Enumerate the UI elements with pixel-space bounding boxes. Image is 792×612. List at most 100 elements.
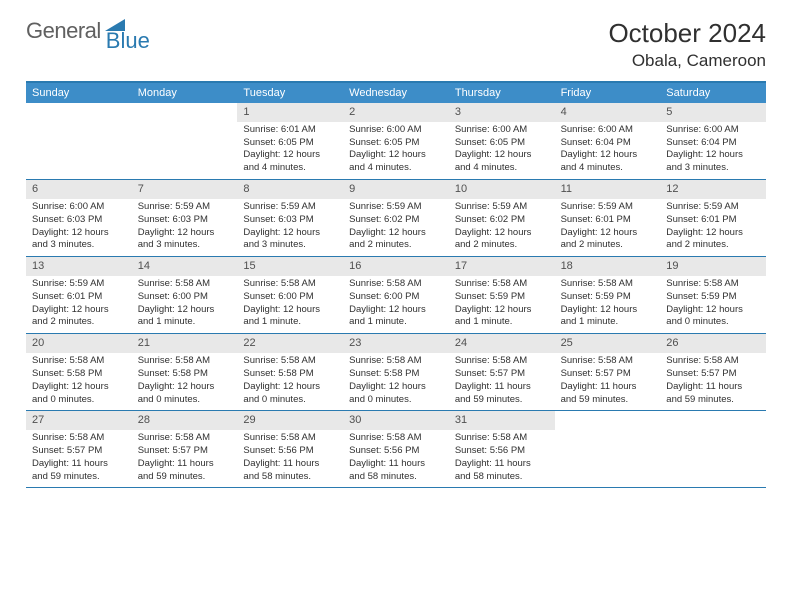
daylight-line: Daylight: 12 hours and 3 minutes. xyxy=(32,227,126,253)
day-content: Sunrise: 5:59 AMSunset: 6:01 PMDaylight:… xyxy=(555,199,661,256)
sunrise-line: Sunrise: 5:59 AM xyxy=(561,201,655,214)
sunrise-line: Sunrise: 5:58 AM xyxy=(243,432,337,445)
week-row: 27Sunrise: 5:58 AMSunset: 5:57 PMDayligh… xyxy=(26,411,766,488)
sunset-line: Sunset: 5:58 PM xyxy=(138,368,232,381)
day-header-cell: Saturday xyxy=(660,83,766,103)
day-number: 10 xyxy=(449,180,555,199)
daylight-line: Daylight: 12 hours and 2 minutes. xyxy=(32,304,126,330)
day-cell: 2Sunrise: 6:00 AMSunset: 6:05 PMDaylight… xyxy=(343,103,449,179)
sunrise-line: Sunrise: 6:00 AM xyxy=(455,124,549,137)
sunset-line: Sunset: 6:00 PM xyxy=(349,291,443,304)
day-content: Sunrise: 5:59 AMSunset: 6:01 PMDaylight:… xyxy=(26,276,132,333)
daylight-line: Daylight: 12 hours and 2 minutes. xyxy=(666,227,760,253)
day-cell: . xyxy=(132,103,238,179)
day-content: Sunrise: 5:59 AMSunset: 6:01 PMDaylight:… xyxy=(660,199,766,256)
sunrise-line: Sunrise: 5:58 AM xyxy=(349,278,443,291)
week-row: 6Sunrise: 6:00 AMSunset: 6:03 PMDaylight… xyxy=(26,180,766,257)
day-content: Sunrise: 5:58 AMSunset: 5:58 PMDaylight:… xyxy=(237,353,343,410)
day-number: 8 xyxy=(237,180,343,199)
sunrise-line: Sunrise: 5:59 AM xyxy=(243,201,337,214)
sunset-line: Sunset: 6:02 PM xyxy=(455,214,549,227)
daylight-line: Daylight: 11 hours and 59 minutes. xyxy=(666,381,760,407)
daylight-line: Daylight: 12 hours and 2 minutes. xyxy=(455,227,549,253)
daylight-line: Daylight: 11 hours and 59 minutes. xyxy=(32,458,126,484)
sunset-line: Sunset: 6:05 PM xyxy=(349,137,443,150)
sunset-line: Sunset: 6:05 PM xyxy=(455,137,549,150)
day-cell: 10 Sunrise: 5:59 AMSunset: 6:02 PMDayligh… xyxy=(449,180,555,256)
day-number: 23 xyxy=(343,334,449,353)
day-cell: 15Sunrise: 5:58 AMSunset: 6:00 PMDayligh… xyxy=(237,257,343,333)
sunrise-line: Sunrise: 5:58 AM xyxy=(561,355,655,368)
day-number: 28 xyxy=(132,411,238,430)
day-content: Sunrise: 6:00 AMSunset: 6:05 PMDaylight:… xyxy=(343,122,449,179)
day-number: 30 xyxy=(343,411,449,430)
day-content: Sunrise: 6:00 AMSunset: 6:04 PMDaylight:… xyxy=(660,122,766,179)
day-cell: . xyxy=(26,103,132,179)
day-content: Sunrise: 5:58 AMSunset: 5:56 PMDaylight:… xyxy=(449,430,555,487)
daylight-line: Daylight: 12 hours and 4 minutes. xyxy=(455,149,549,175)
day-cell: 17Sunrise: 5:58 AMSunset: 5:59 PMDayligh… xyxy=(449,257,555,333)
daylight-line: Daylight: 12 hours and 4 minutes. xyxy=(561,149,655,175)
day-content: Sunrise: 5:58 AMSunset: 6:00 PMDaylight:… xyxy=(237,276,343,333)
sunset-line: Sunset: 5:57 PM xyxy=(561,368,655,381)
sunset-line: Sunset: 5:57 PM xyxy=(455,368,549,381)
sunset-line: Sunset: 5:56 PM xyxy=(243,445,337,458)
week-row: 13Sunrise: 5:59 AMSunset: 6:01 PMDayligh… xyxy=(26,257,766,334)
day-cell: 4Sunrise: 6:00 AMSunset: 6:04 PMDaylight… xyxy=(555,103,661,179)
sunrise-line: Sunrise: 5:59 AM xyxy=(455,201,549,214)
day-cell: 22Sunrise: 5:58 AMSunset: 5:58 PMDayligh… xyxy=(237,334,343,410)
day-content: Sunrise: 5:58 AMSunset: 5:57 PMDaylight:… xyxy=(449,353,555,410)
sunrise-line: Sunrise: 5:58 AM xyxy=(666,278,760,291)
day-content: Sunrise: 5:59 AMSunset: 6:03 PMDaylight:… xyxy=(237,199,343,256)
sunset-line: Sunset: 6:05 PM xyxy=(243,137,337,150)
sunset-line: Sunset: 6:01 PM xyxy=(32,291,126,304)
day-cell: . xyxy=(555,411,661,487)
sunset-line: Sunset: 5:59 PM xyxy=(455,291,549,304)
sunrise-line: Sunrise: 5:58 AM xyxy=(32,355,126,368)
daylight-line: Daylight: 11 hours and 59 minutes. xyxy=(455,381,549,407)
day-cell: 18Sunrise: 5:58 AMSunset: 5:59 PMDayligh… xyxy=(555,257,661,333)
day-content: Sunrise: 5:58 AMSunset: 5:58 PMDaylight:… xyxy=(26,353,132,410)
day-number: 22 xyxy=(237,334,343,353)
sunrise-line: Sunrise: 5:58 AM xyxy=(349,432,443,445)
day-cell: 30Sunrise: 5:58 AMSunset: 5:56 PMDayligh… xyxy=(343,411,449,487)
sunset-line: Sunset: 6:03 PM xyxy=(243,214,337,227)
day-number: 14 xyxy=(132,257,238,276)
sunrise-line: Sunrise: 5:58 AM xyxy=(138,355,232,368)
day-content: Sunrise: 5:58 AMSunset: 5:59 PMDaylight:… xyxy=(449,276,555,333)
logo-text-blue: Blue xyxy=(106,28,150,53)
day-number: 21 xyxy=(132,334,238,353)
day-number: 16 xyxy=(343,257,449,276)
daylight-line: Daylight: 12 hours and 0 minutes. xyxy=(243,381,337,407)
sunset-line: Sunset: 5:58 PM xyxy=(32,368,126,381)
day-content: Sunrise: 6:01 AMSunset: 6:05 PMDaylight:… xyxy=(237,122,343,179)
day-number: 3 xyxy=(449,103,555,122)
day-cell: 1Sunrise: 6:01 AMSunset: 6:05 PMDaylight… xyxy=(237,103,343,179)
sunrise-line: Sunrise: 6:00 AM xyxy=(349,124,443,137)
day-header-cell: Sunday xyxy=(26,83,132,103)
day-content: Sunrise: 5:58 AMSunset: 5:57 PMDaylight:… xyxy=(132,430,238,487)
day-number: 7 xyxy=(132,180,238,199)
sunrise-line: Sunrise: 5:58 AM xyxy=(455,278,549,291)
sunrise-line: Sunrise: 5:58 AM xyxy=(349,355,443,368)
sunset-line: Sunset: 5:58 PM xyxy=(243,368,337,381)
day-cell: 24Sunrise: 5:58 AMSunset: 5:57 PMDayligh… xyxy=(449,334,555,410)
daylight-line: Daylight: 11 hours and 58 minutes. xyxy=(455,458,549,484)
sunrise-line: Sunrise: 5:58 AM xyxy=(138,278,232,291)
sunrise-line: Sunrise: 6:00 AM xyxy=(561,124,655,137)
sunset-line: Sunset: 5:57 PM xyxy=(138,445,232,458)
day-number: 27 xyxy=(26,411,132,430)
sunset-line: Sunset: 5:56 PM xyxy=(455,445,549,458)
sunset-line: Sunset: 6:00 PM xyxy=(243,291,337,304)
day-number: 29 xyxy=(237,411,343,430)
day-cell: 12Sunrise: 5:59 AMSunset: 6:01 PMDayligh… xyxy=(660,180,766,256)
calendar: SundayMondayTuesdayWednesdayThursdayFrid… xyxy=(26,81,766,488)
day-cell: 20Sunrise: 5:58 AMSunset: 5:58 PMDayligh… xyxy=(26,334,132,410)
day-number: 20 xyxy=(26,334,132,353)
sunrise-line: Sunrise: 5:58 AM xyxy=(138,432,232,445)
day-cell: 16 Sunrise: 5:58 AMSunset: 6:00 PMDayligh… xyxy=(343,257,449,333)
sunrise-line: Sunrise: 5:59 AM xyxy=(32,278,126,291)
day-content: Sunrise: 5:58 AMSunset: 5:57 PMDaylight:… xyxy=(660,353,766,410)
day-content: Sunrise: 5:58 AMSunset: 5:56 PMDaylight:… xyxy=(237,430,343,487)
daylight-line: Daylight: 12 hours and 1 minute. xyxy=(349,304,443,330)
